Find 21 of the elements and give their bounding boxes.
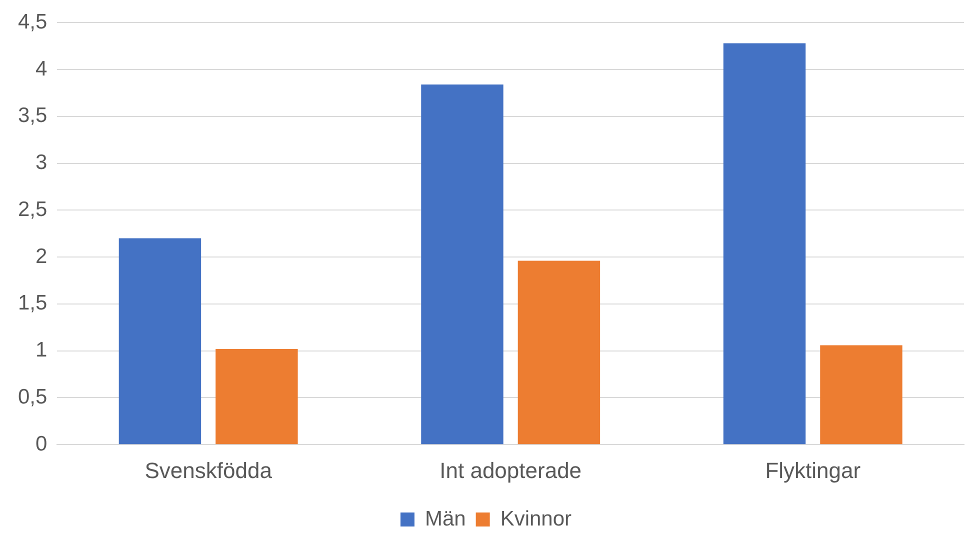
y-tick-label: 1,5 <box>18 292 48 315</box>
y-tick-label: 4,5 <box>18 10 48 34</box>
x-tick-label: Flyktingar <box>765 458 861 483</box>
y-tick-label: 2 <box>36 244 48 268</box>
x-tick-label: Int adopterade <box>440 458 582 483</box>
y-tick-label: 0 <box>36 432 48 456</box>
bar <box>518 260 600 444</box>
y-tick-label: 3 <box>36 151 48 174</box>
legend-label: Kvinnor <box>500 507 572 530</box>
bar <box>820 345 902 444</box>
y-tick-label: 4 <box>36 57 48 80</box>
x-tick-label: Svenskfödda <box>144 458 273 483</box>
legend-label: Män <box>424 507 466 530</box>
bar <box>118 238 202 444</box>
y-tick-label: 1 <box>36 338 48 362</box>
y-tick-label: 2,5 <box>18 198 48 221</box>
bar <box>216 348 298 444</box>
bar <box>723 43 806 444</box>
y-tick-label: 0,5 <box>18 386 48 409</box>
bar <box>421 84 504 444</box>
y-tick-label: 3,5 <box>18 104 48 128</box>
